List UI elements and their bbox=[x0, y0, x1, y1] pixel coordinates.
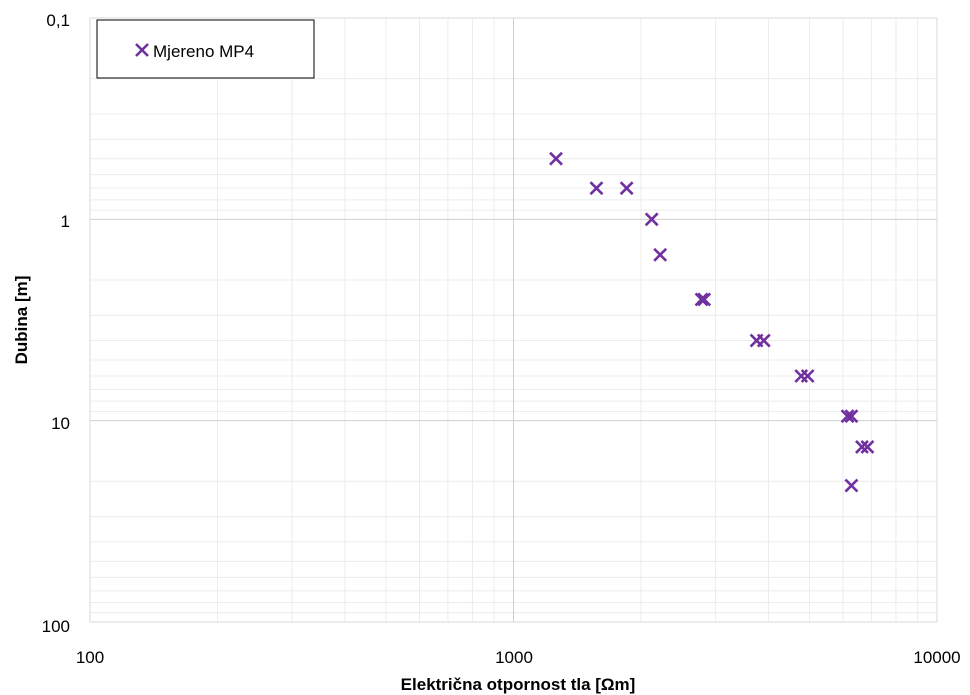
data-point-0-11-stroke-b bbox=[840, 409, 855, 424]
data-point-0-10-stroke-b bbox=[800, 369, 815, 383]
x-tick-label-1: 1000 bbox=[495, 648, 533, 667]
legend-label: Mjereno MP4 bbox=[153, 42, 254, 61]
y-tick-label-3: 100 bbox=[42, 617, 70, 636]
data-point-0-6 bbox=[697, 292, 712, 307]
data-point-0-2 bbox=[619, 181, 634, 196]
y-tick-label-2: 10 bbox=[51, 414, 70, 433]
data-point-0-14-stroke-b bbox=[860, 439, 875, 454]
x-tick-label-0: 100 bbox=[76, 648, 104, 667]
data-point-0-4 bbox=[653, 247, 668, 262]
data-point-0-6-stroke-b bbox=[697, 292, 712, 307]
x-axis-title: Električna otpornost tla [Ωm] bbox=[401, 675, 636, 694]
data-point-0-2-stroke-b bbox=[619, 181, 634, 196]
data-point-0-11 bbox=[840, 409, 855, 424]
data-point-0-13-stroke-b bbox=[855, 439, 869, 454]
data-point-0-5 bbox=[694, 292, 709, 307]
data-point-0-4-stroke-b bbox=[653, 247, 668, 262]
data-point-0-12-stroke-b bbox=[844, 409, 859, 424]
data-point-0-0-stroke-b bbox=[549, 151, 563, 166]
data-point-0-10 bbox=[800, 369, 815, 383]
data-point-0-8 bbox=[756, 333, 771, 348]
data-point-0-12 bbox=[844, 409, 859, 424]
data-point-0-3 bbox=[644, 212, 659, 227]
data-point-0-13 bbox=[855, 439, 869, 454]
data-point-0-14 bbox=[860, 439, 875, 454]
data-point-0-8-stroke-b bbox=[756, 333, 771, 348]
data-point-0-3-stroke-b bbox=[644, 212, 659, 227]
data-point-0-0 bbox=[549, 151, 563, 166]
plot-area-border bbox=[89, 17, 938, 623]
y-axis-title: Dubina [m] bbox=[12, 276, 31, 365]
legend-marker-x-icon bbox=[135, 43, 149, 57]
data-points bbox=[549, 151, 875, 493]
legend: Mjereno MP4 bbox=[96, 19, 315, 79]
data-point-0-1 bbox=[589, 181, 604, 196]
data-point-0-15-stroke-b bbox=[844, 478, 859, 493]
y-tick-label-0: 0,1 bbox=[46, 11, 70, 30]
legend-marker-stroke-b bbox=[135, 43, 149, 57]
legend-box bbox=[96, 19, 315, 79]
legend-marker bbox=[135, 43, 149, 57]
data-point-0-15 bbox=[844, 478, 859, 493]
x-tick-label-2: 10000 bbox=[913, 648, 960, 667]
data-point-0-1-stroke-b bbox=[589, 181, 604, 196]
data-point-0-5-stroke-b bbox=[694, 292, 709, 307]
y-tick-label-1: 1 bbox=[61, 212, 70, 231]
